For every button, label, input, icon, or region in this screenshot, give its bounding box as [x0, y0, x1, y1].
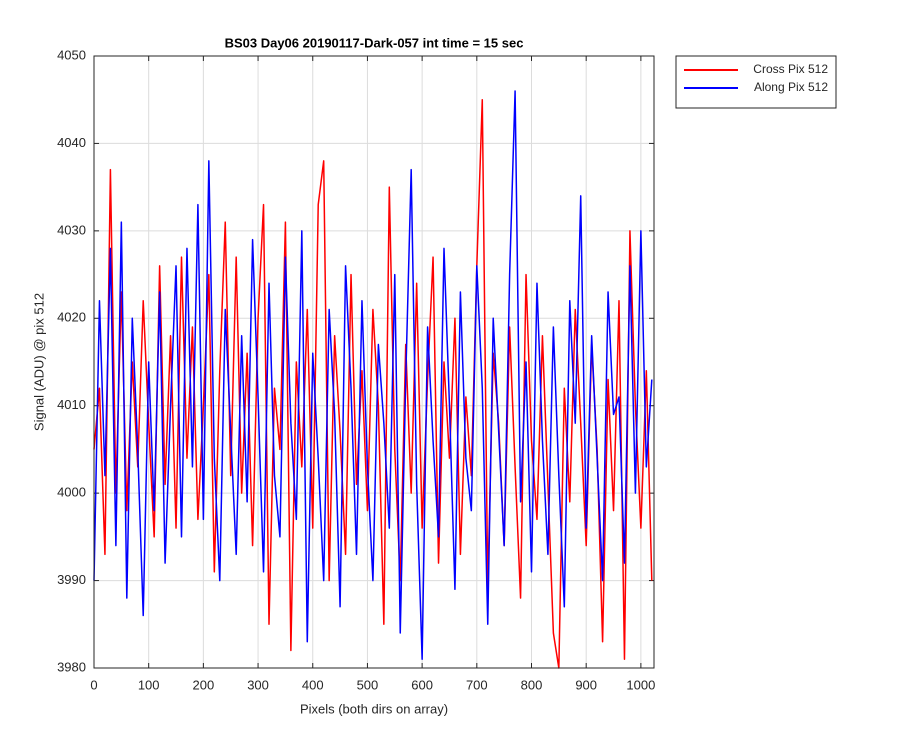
x-axis-label: Pixels (both dirs on array) [300, 701, 448, 716]
x-tick-label: 500 [357, 677, 379, 692]
y-tick-label: 4000 [57, 485, 86, 500]
x-tick-label: 800 [521, 677, 543, 692]
x-tick-label: 100 [138, 677, 160, 692]
x-tick-label: 200 [193, 677, 215, 692]
y-tick-label: 4030 [57, 222, 86, 237]
x-tick-label: 300 [247, 677, 269, 692]
y-tick-label: 4040 [57, 135, 86, 150]
chart-title: BS03 Day06 20190117-Dark-057 int time = … [225, 35, 524, 50]
x-tick-label: 400 [302, 677, 324, 692]
data-line [93, 90, 653, 661]
legend-label: Along Pix 512 [754, 80, 828, 94]
y-tick-label: 4050 [57, 47, 86, 62]
x-tick-label: 700 [466, 677, 488, 692]
y-tick-label: 3990 [57, 572, 86, 587]
y-tick-label: 4020 [57, 310, 86, 325]
x-tick-label: 0 [90, 677, 97, 692]
y-axis-label: Signal (ADU) @ pix 512 [31, 293, 46, 431]
y-tick-label: 4010 [57, 397, 86, 412]
x-tick-label: 900 [575, 677, 597, 692]
legend-box [675, 55, 837, 109]
x-tick-label: 600 [411, 677, 433, 692]
legend-label: Cross Pix 512 [753, 62, 828, 76]
x-tick-label: 1000 [626, 677, 655, 692]
y-tick-label: 3980 [57, 659, 86, 674]
plot-frame [93, 55, 655, 669]
